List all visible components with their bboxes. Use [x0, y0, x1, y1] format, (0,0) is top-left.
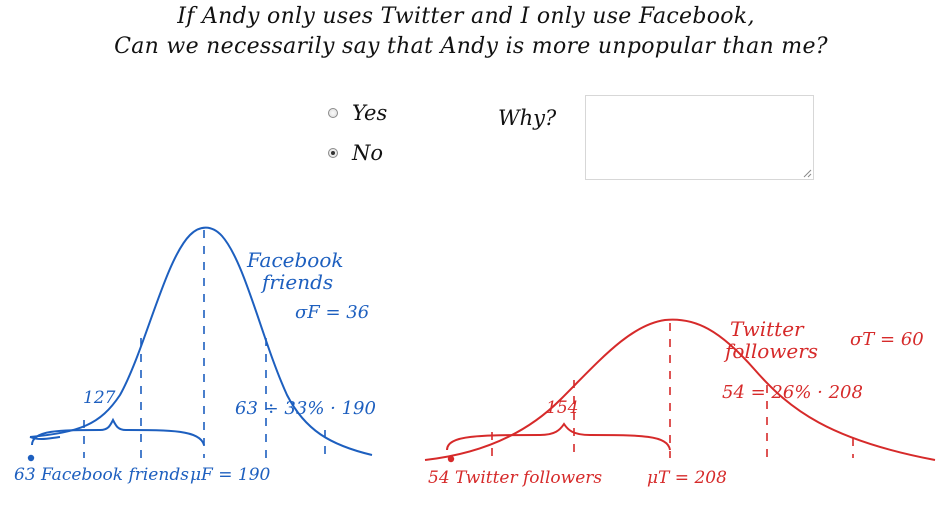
- twitter-left-value: 154: [546, 398, 578, 418]
- twitter-sigma: σT = 60: [850, 329, 924, 350]
- facebook-point-label: 63 Facebook friends: [14, 465, 189, 485]
- twitter-distribution: Twitter followers σT = 60 154 54 = 26% ·…: [424, 317, 936, 488]
- option-yes[interactable]: Yes: [328, 101, 387, 125]
- question-line-2: Can we necessarily say that Andy is more…: [114, 34, 828, 59]
- twitter-mean-label: μT = 208: [647, 468, 727, 488]
- twitter-point-label: 54 Twitter followers: [428, 468, 602, 488]
- twitter-right-annotation: 54 = 26% · 208: [722, 382, 863, 403]
- why-label: Why?: [498, 106, 557, 130]
- facebook-title-line2: friends: [260, 270, 333, 294]
- facebook-bell-curve: [29, 226, 373, 456]
- facebook-bell-curve-tail: [29, 436, 61, 441]
- question-text: If Andy only uses Twitter and I only use…: [0, 2, 942, 62]
- option-no[interactable]: No: [328, 141, 383, 165]
- radio-no[interactable]: [328, 148, 338, 158]
- facebook-point-marker: [27, 454, 35, 462]
- question-line-1: If Andy only uses Twitter and I only use…: [177, 4, 755, 29]
- twitter-brace: [446, 422, 671, 451]
- radio-yes[interactable]: [328, 108, 338, 118]
- twitter-title-line2: followers: [723, 339, 818, 363]
- twitter-point-marker: [447, 455, 455, 463]
- option-yes-label: Yes: [352, 101, 388, 125]
- twitter-bell-curve: [424, 318, 936, 461]
- facebook-mean-label: μF = 190: [190, 465, 271, 485]
- facebook-brace: [31, 417, 205, 446]
- facebook-title-line1: Facebook: [246, 248, 343, 272]
- twitter-title-line1: Twitter: [730, 317, 805, 341]
- option-no-label: No: [352, 141, 384, 165]
- why-answer-field[interactable]: [585, 95, 814, 180]
- facebook-right-annotation: 63 ÷ 33% · 190: [235, 398, 376, 419]
- facebook-distribution: Facebook friends σF = 36 127 63 ÷ 33% · …: [14, 226, 376, 485]
- resize-grip-icon[interactable]: [803, 169, 812, 178]
- facebook-sigma: σF = 36: [295, 302, 369, 323]
- facebook-left-value: 127: [83, 388, 116, 408]
